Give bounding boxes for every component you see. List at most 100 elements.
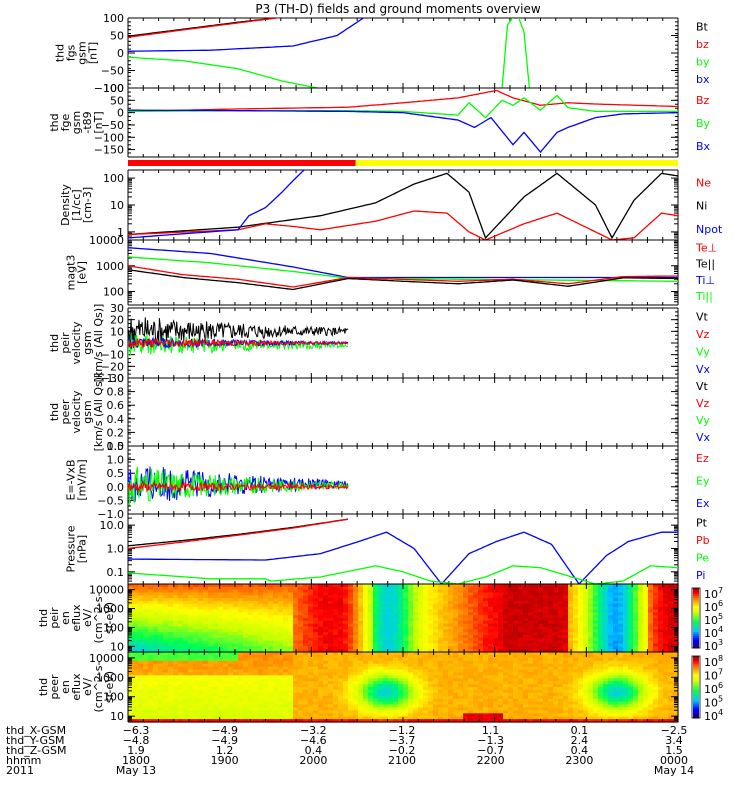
y-tick-label: 50 — [110, 94, 124, 107]
y-tick-label: 10.0 — [100, 519, 125, 532]
time-axis-value: −0.7 — [477, 744, 504, 757]
legend-Vz: Vz — [696, 328, 710, 341]
y-axis-label: [nT] — [87, 42, 100, 64]
y-tick-label: 20 — [110, 314, 124, 327]
time-axis-value: 0000 — [660, 754, 688, 767]
time-axis-value: 0.4 — [305, 744, 323, 757]
time-axis-value: 3.4 — [665, 734, 683, 747]
y-axis-label: [nPa] — [76, 535, 89, 563]
legend-Pb: Pb — [696, 534, 710, 547]
y-axis-label: velocity — [70, 390, 83, 433]
y-axis-label: thd — [48, 403, 61, 421]
time-axis-row-label: hhmm — [6, 754, 41, 767]
y-tick-label: 0 — [117, 47, 124, 60]
y-tick-label: 0.0 — [107, 440, 125, 453]
legend-Pt: Pt — [696, 516, 708, 529]
y-axis-label: (cm^2-s- — [92, 662, 105, 713]
y-tick-label: 100 — [103, 621, 124, 634]
y-axis-label: thd — [48, 334, 61, 352]
y-axis-label: [cm-3] — [81, 187, 94, 223]
legend-Vz: Vz — [696, 397, 710, 410]
series-Ti|| — [128, 256, 678, 282]
legend-Ne: Ne — [696, 176, 711, 189]
y-axis-label: peir — [59, 332, 72, 354]
y-tick-label: 100 — [103, 172, 124, 185]
y-axis-label: fge — [59, 113, 72, 131]
panel-pressure: 10.0 1.0 0.1 Pressure[nPa] Pt Pb Pe Pi — [65, 513, 710, 585]
y-axis-label: peer — [59, 399, 72, 425]
series-Te|| — [128, 269, 678, 291]
y-axis-label: [km/s (All Qs)] — [92, 304, 105, 383]
time-axis-value: 1.2 — [216, 744, 234, 757]
series-Pi — [128, 531, 678, 584]
time-axis-value: −4.8 — [123, 734, 150, 747]
y-tick-label: −100 — [94, 82, 124, 95]
y-axis-label: Pressure — [65, 525, 78, 572]
legend-Npot: Npot — [696, 223, 723, 236]
time-axis-value: 0.4 — [571, 744, 589, 757]
legend-Vt: Vt — [696, 310, 709, 323]
y-axis-label: gsm — [81, 331, 94, 354]
series-By — [128, 94, 678, 119]
y-axis-label: eV/ — [81, 678, 94, 696]
y-axis-label: eflux — [70, 673, 83, 701]
y-tick-label: −100 — [94, 131, 124, 144]
y-tick-label: −30 — [101, 372, 124, 385]
y-axis-label: magt3 — [65, 255, 78, 291]
y-tick-label: 0.5 — [107, 467, 125, 480]
time-axis-value: 1.5 — [665, 744, 683, 757]
series-Bx — [128, 109, 678, 154]
y-axis-label: peer — [48, 674, 61, 700]
y-axis-label: sr-eV) — [103, 671, 116, 703]
y-axis-label: thd — [54, 44, 67, 62]
time-axis-value: 2000 — [299, 754, 327, 767]
y-axis-label: (cm^2-s- — [92, 593, 105, 644]
y-tick-label: 10 — [110, 325, 124, 338]
y-tick-label: 100 — [103, 286, 124, 299]
time-axis-value: −4.6 — [300, 734, 327, 747]
legend-Bt: Bt — [696, 20, 709, 33]
legend-Ez: Ez — [696, 452, 709, 465]
legend-Pe: Pe — [696, 551, 709, 564]
y-tick-label: 1.0 — [107, 372, 125, 385]
y-tick-label: −150 — [94, 144, 124, 157]
y-tick-label: −10 — [101, 349, 124, 362]
series-by-spike — [501, 18, 531, 88]
legend-Vy: Vy — [696, 345, 710, 358]
panel-density: 100 10 1 Density[1/cc][cm-3] Ne Ni Npot — [59, 169, 723, 241]
y-tick-label: 0.4 — [107, 413, 125, 426]
time-axis-value: May 14 — [654, 764, 694, 777]
y-axis-label: [km/s (All Qs)] — [92, 373, 105, 452]
y-axis-label: thd — [37, 678, 50, 696]
series-Npot — [128, 170, 305, 239]
legend-Ey: Ey — [696, 475, 710, 488]
y-tick-label: 1.0 — [107, 542, 125, 555]
colorbar-tick-label: 103 — [704, 638, 723, 653]
time-axis-value: −3.7 — [389, 734, 416, 747]
legend-Bx: Bx — [696, 140, 711, 153]
time-axis-row-label: thd_Z-GSM — [6, 744, 66, 757]
time-axis-value: 2200 — [477, 754, 505, 767]
legend-Bz: Bz — [696, 94, 710, 107]
series-Te⊥ — [128, 265, 678, 288]
time-axis-value: May 13 — [116, 764, 156, 777]
y-axis-label: eflux — [70, 604, 83, 632]
y-tick-label: 1.5 — [107, 440, 125, 453]
time-axis-value: −6.3 — [123, 724, 150, 737]
y-tick-label: 100 — [103, 691, 124, 704]
y-axis-label: E=-VxB — [65, 459, 78, 500]
time-axis-value: 2.4 — [571, 734, 589, 747]
y-axis-label: en — [59, 611, 72, 625]
legend-Vx: Vx — [696, 431, 711, 444]
y-tick-label: 100 — [103, 82, 124, 95]
time-axis-value: 1.1 — [482, 724, 500, 737]
y-tick-label: 10 — [110, 199, 124, 212]
series-black — [128, 317, 349, 346]
legend-bz: bz — [696, 38, 709, 51]
legend-Ti⊥: Ti⊥ — [695, 274, 715, 287]
y-axis-label: gsm — [76, 41, 89, 64]
time-axis-value: 1900 — [211, 754, 239, 767]
y-tick-label: 0.2 — [107, 426, 125, 439]
